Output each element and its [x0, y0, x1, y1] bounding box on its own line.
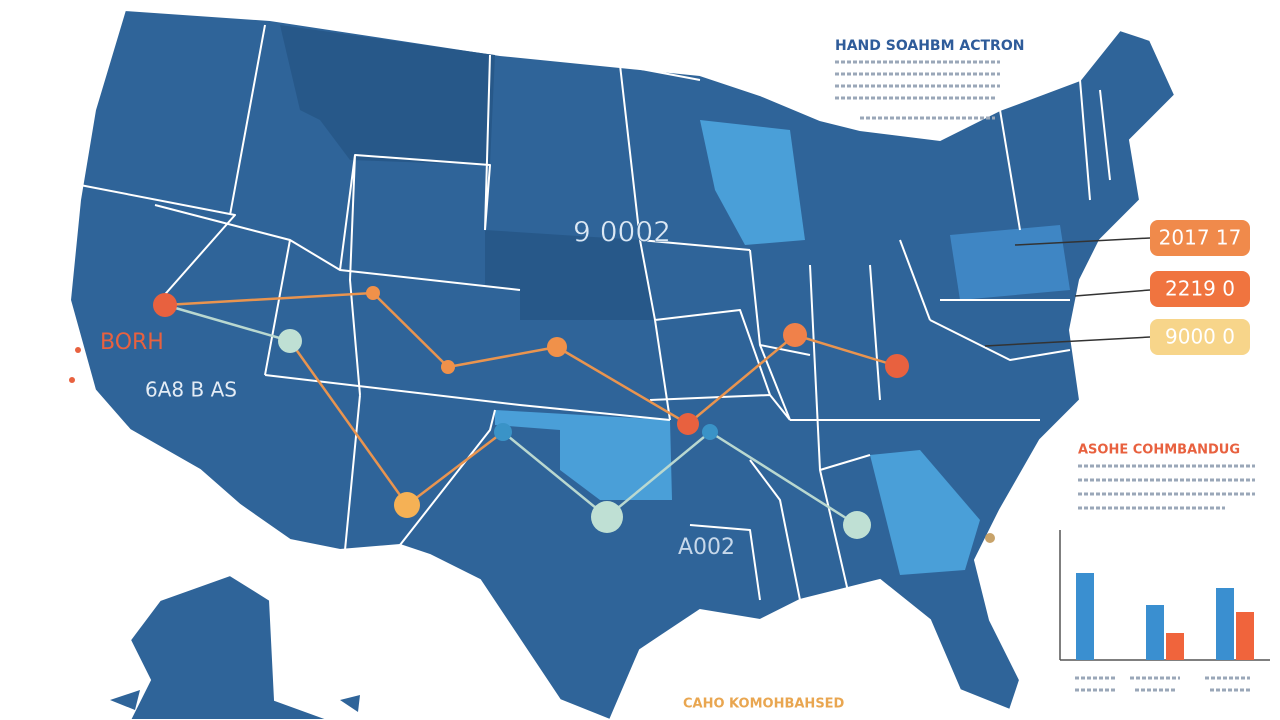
leader-line — [1014, 237, 1151, 246]
dot — [494, 423, 512, 441]
leader-line — [984, 336, 1151, 347]
header-text-lines — [835, 60, 1000, 120]
map-label: A002 — [678, 535, 735, 560]
dot — [783, 323, 807, 347]
us-map — [68, 8, 1177, 720]
callout-label: 9000 0 — [1165, 325, 1235, 349]
route-teal-2 — [502, 430, 858, 527]
callout-box — [1150, 319, 1250, 355]
dot — [985, 533, 995, 543]
state-montana — [280, 25, 495, 165]
state-lines — [79, 24, 1111, 601]
alaska — [128, 573, 331, 720]
callout-box — [1150, 271, 1250, 307]
bar — [1236, 612, 1254, 660]
map-label: 6A8 B AS — [145, 378, 237, 402]
dot — [366, 286, 380, 300]
section-title: ASOHE COHMBANDUG — [1078, 443, 1240, 458]
callouts: 2017 17 2219 0 9000 0 — [984, 220, 1250, 355]
callout-box — [1150, 220, 1250, 256]
footer-title: CAHO KOMOHBAHSED — [683, 697, 845, 712]
mini-bar-chart — [1059, 530, 1270, 692]
route-teal — [164, 303, 291, 343]
state-georgia — [870, 450, 980, 575]
alaska-islands — [110, 690, 360, 712]
dot — [441, 360, 455, 374]
bar — [1216, 588, 1234, 660]
bar — [1076, 573, 1094, 660]
dot — [75, 347, 81, 353]
route-dots — [69, 286, 995, 543]
dot — [843, 511, 871, 539]
dot — [885, 354, 909, 378]
dot — [69, 377, 75, 383]
state-pennsylvania — [950, 225, 1070, 300]
dot — [677, 413, 699, 435]
bar — [1166, 633, 1184, 660]
leader-line — [1074, 289, 1151, 297]
map-label: 9 0002 — [573, 215, 671, 248]
state-wisconsin — [700, 120, 805, 245]
state-nebraska — [485, 230, 655, 320]
header-title: HAND SOAHBM ACTRON — [835, 38, 1024, 54]
dot — [547, 337, 567, 357]
callout-label: 2017 17 — [1159, 226, 1242, 250]
section-text-lines — [1078, 464, 1255, 510]
bar — [1146, 605, 1164, 660]
dot — [702, 424, 718, 440]
state-oklahoma — [495, 410, 672, 500]
dot — [394, 492, 420, 518]
dot — [153, 293, 177, 317]
callout-label: 2219 0 — [1165, 277, 1235, 301]
dot — [278, 329, 302, 353]
dot — [591, 501, 623, 533]
map-label: BORH — [100, 330, 164, 355]
